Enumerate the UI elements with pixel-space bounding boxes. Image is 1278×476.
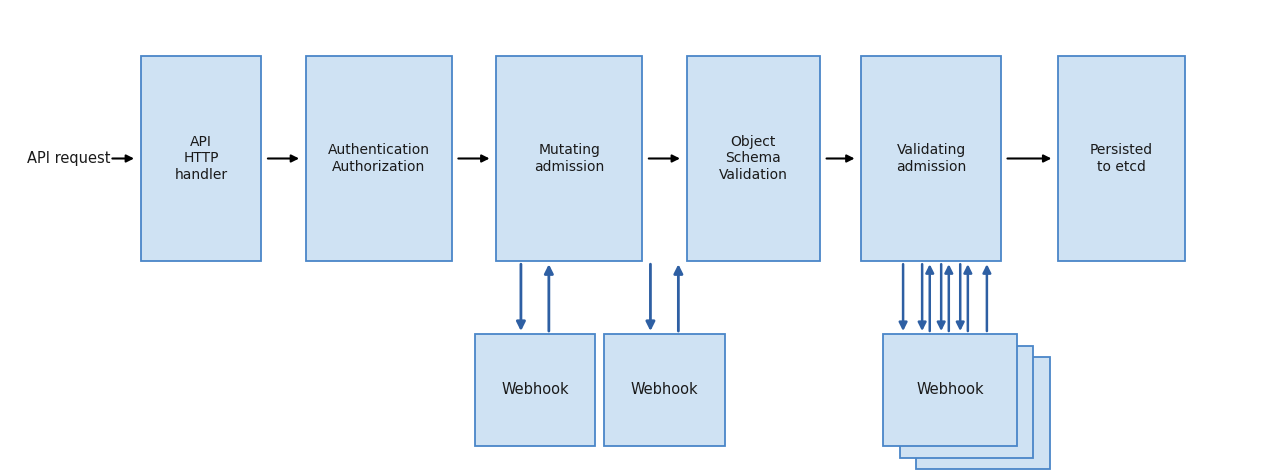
Text: Webhook: Webhook	[501, 383, 569, 397]
FancyBboxPatch shape	[474, 334, 596, 446]
Text: Persisted
to etcd: Persisted to etcd	[1090, 143, 1153, 174]
Text: Object
Schema
Validation: Object Schema Validation	[718, 135, 787, 182]
FancyBboxPatch shape	[686, 56, 820, 261]
FancyBboxPatch shape	[861, 56, 1001, 261]
FancyBboxPatch shape	[883, 334, 1017, 446]
Text: Validating
admission: Validating admission	[896, 143, 966, 174]
Text: API request: API request	[27, 151, 110, 166]
FancyBboxPatch shape	[1058, 56, 1185, 261]
Text: Webhook: Webhook	[630, 383, 698, 397]
FancyBboxPatch shape	[305, 56, 451, 261]
FancyBboxPatch shape	[496, 56, 642, 261]
Text: Mutating
admission: Mutating admission	[534, 143, 604, 174]
Text: Webhook: Webhook	[916, 383, 984, 397]
FancyBboxPatch shape	[900, 346, 1033, 458]
FancyBboxPatch shape	[916, 357, 1049, 469]
FancyBboxPatch shape	[141, 56, 261, 261]
FancyBboxPatch shape	[604, 334, 725, 446]
Text: Authentication
Authorization: Authentication Authorization	[327, 143, 429, 174]
Text: API
HTTP
handler: API HTTP handler	[174, 135, 227, 182]
